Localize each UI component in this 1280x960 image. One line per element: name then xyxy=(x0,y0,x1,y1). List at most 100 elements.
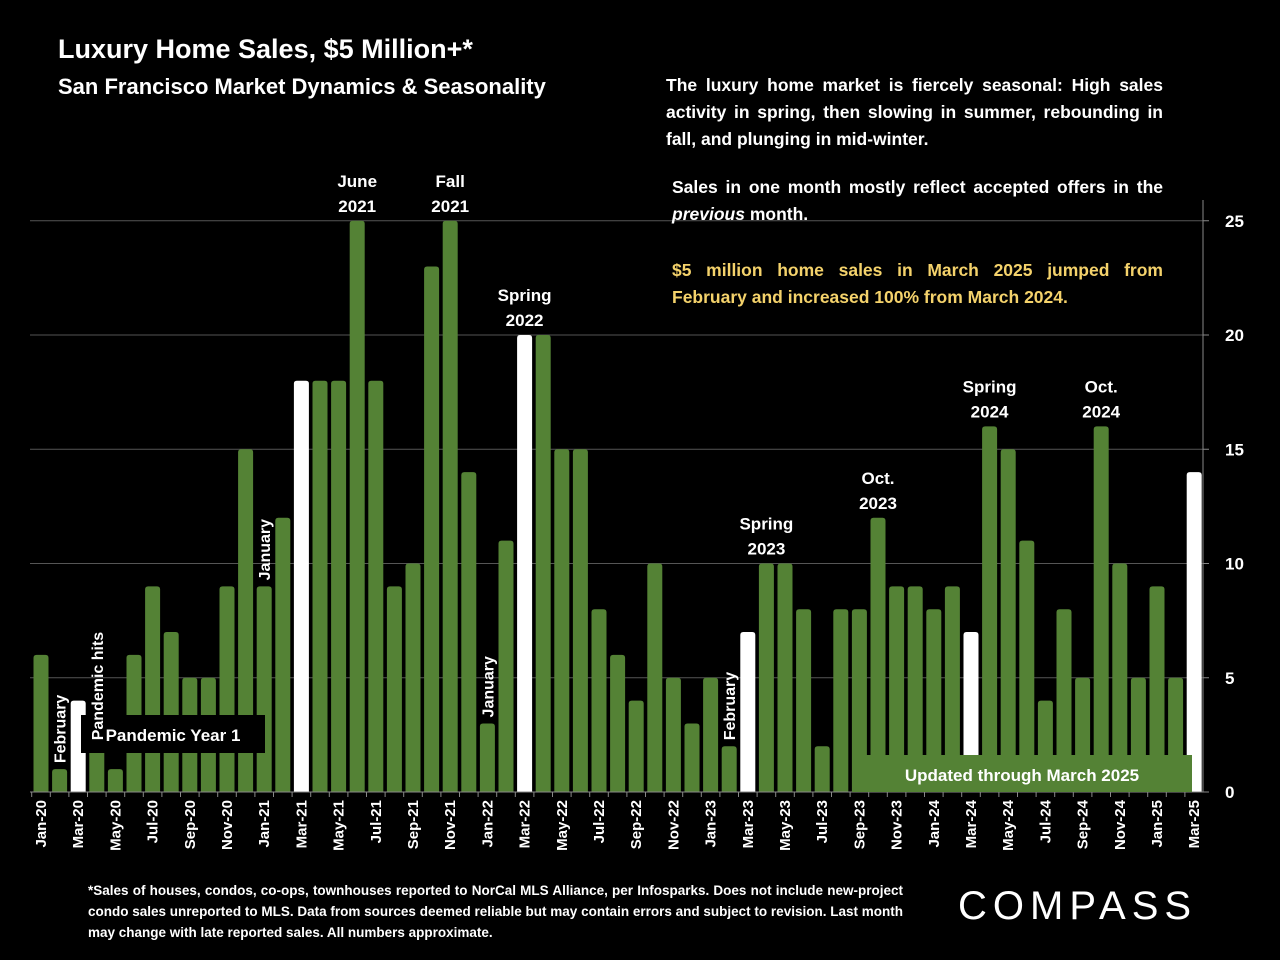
y-tick-label: 20 xyxy=(1225,326,1244,345)
bar-may-20 xyxy=(107,769,123,792)
x-tick-label: Jan-21 xyxy=(256,800,273,848)
y-tick-label: 0 xyxy=(1225,783,1234,802)
bar-apr-20 xyxy=(89,746,105,792)
bar-aug-22 xyxy=(610,654,626,792)
bar-may-23 xyxy=(777,563,793,792)
bar-apr-23 xyxy=(758,563,774,792)
annotation-label: Pandemic hits xyxy=(90,632,107,741)
note-emphasis: previous xyxy=(672,204,745,224)
bar-apr-24 xyxy=(982,426,998,792)
annotation-label: Spring xyxy=(739,515,793,534)
x-tick-label: Mar-21 xyxy=(293,800,310,848)
note-text: Sales in one month mostly reflect accept… xyxy=(672,177,1163,197)
annotation-label: 2024 xyxy=(971,402,1009,421)
x-tick-label: Mar-20 xyxy=(70,800,87,848)
x-tick-label: Jul-23 xyxy=(814,800,831,843)
bar-apr-21 xyxy=(312,380,328,792)
bar-mar-22 xyxy=(517,335,533,792)
x-tick-label: Mar-24 xyxy=(963,799,980,848)
bar-dec-22 xyxy=(684,723,700,792)
x-tick-label: Nov-24 xyxy=(1112,799,1129,850)
bar-feb-21 xyxy=(275,517,291,792)
bar-aug-23 xyxy=(833,609,849,792)
pandemic-year-label: Pandemic Year 1 xyxy=(106,726,241,745)
x-tick-label: Sep-21 xyxy=(405,800,422,849)
bar-feb-24 xyxy=(944,586,960,792)
x-tick-label: Nov-21 xyxy=(442,800,459,850)
bar-sep-22 xyxy=(628,700,644,792)
bar-nov-20 xyxy=(219,586,235,792)
chart-subtitle: San Francisco Market Dynamics & Seasonal… xyxy=(58,74,546,99)
note-text: month. xyxy=(744,204,809,224)
x-tick-label: Mar-25 xyxy=(1186,800,1203,848)
x-tick-label: Nov-22 xyxy=(665,800,682,850)
bar-sep-23 xyxy=(851,609,867,792)
bar-oct-21 xyxy=(424,266,440,792)
bar-mar-25 xyxy=(1186,472,1202,792)
bar-aug-20 xyxy=(163,632,179,792)
x-tick-label: Sep-20 xyxy=(182,800,199,849)
bar-jul-20 xyxy=(145,586,161,792)
bar-may-22 xyxy=(554,449,570,792)
bar-feb-20 xyxy=(52,769,68,792)
bar-jan-21 xyxy=(256,586,272,792)
highlight-note: $5 million home sales in March 2025 jump… xyxy=(672,260,1163,307)
annotation-label: 2024 xyxy=(1082,402,1120,421)
bar-apr-22 xyxy=(535,335,551,792)
x-tick-label: Nov-20 xyxy=(219,800,236,850)
annotation-label: 2023 xyxy=(859,494,897,513)
y-tick-label: 25 xyxy=(1225,212,1244,231)
y-axis: 0 5 10 15 20 25 xyxy=(1202,200,1244,802)
annotation-label: January xyxy=(257,519,274,580)
x-tick-label: May-24 xyxy=(1000,799,1017,851)
bar-jun-21 xyxy=(349,220,365,792)
compass-logo: COMPASS xyxy=(958,884,1198,928)
x-tick-label: Sep-23 xyxy=(851,800,868,849)
bar-sep-21 xyxy=(405,563,421,792)
pandemic-year-box xyxy=(81,715,265,753)
x-tick-label: Mar-22 xyxy=(517,800,534,848)
y-tick-label: 10 xyxy=(1225,555,1244,574)
y-tick-label: 5 xyxy=(1225,669,1234,688)
bar-aug-21 xyxy=(386,586,402,792)
x-tick-label: Jul-20 xyxy=(145,800,162,843)
x-tick-label: Mar-23 xyxy=(740,800,757,848)
x-tick-label: Sep-22 xyxy=(628,800,645,849)
bar-oct-23 xyxy=(870,517,886,792)
x-tick-label: Jan-20 xyxy=(33,800,50,848)
bar-jan-24 xyxy=(926,609,942,792)
bar-nov-24 xyxy=(1112,563,1128,792)
bar-jun-24 xyxy=(1019,540,1035,792)
x-tick-label: May-22 xyxy=(554,800,571,851)
bar-aug-24 xyxy=(1056,609,1072,792)
footnote: *Sales of houses, condos, co-ops, townho… xyxy=(88,883,903,940)
annotation-label: February xyxy=(53,695,70,764)
y-tick-label: 15 xyxy=(1225,440,1244,459)
x-tick-label: Jul-21 xyxy=(368,800,385,843)
annotation-label: Spring xyxy=(963,377,1017,396)
bar-mar-21 xyxy=(293,380,309,792)
bar-dec-21 xyxy=(461,472,477,792)
bar-nov-22 xyxy=(665,677,681,792)
annotation-label: 2022 xyxy=(506,311,544,330)
bar-jun-23 xyxy=(796,609,812,792)
bar-oct-22 xyxy=(647,563,663,792)
bar-jul-21 xyxy=(368,380,384,792)
updated-through-label: Updated through March 2025 xyxy=(905,766,1139,785)
bars xyxy=(33,220,1202,792)
bar-jan-25 xyxy=(1149,586,1165,792)
bar-jan-22 xyxy=(479,723,495,792)
bar-mar-23 xyxy=(740,632,756,792)
annotation-label: June xyxy=(337,172,377,191)
x-tick-label: Jul-22 xyxy=(591,800,608,843)
bar-mar-24 xyxy=(963,632,979,792)
bar-feb-22 xyxy=(498,540,514,792)
bar-may-21 xyxy=(331,380,347,792)
bar-dec-20 xyxy=(238,449,254,792)
x-tick-label: May-21 xyxy=(331,800,348,851)
bar-may-24 xyxy=(1000,449,1016,792)
bar-jan-23 xyxy=(703,677,719,792)
annotation-label: Oct. xyxy=(1085,377,1118,396)
x-axis: Jan-20 Mar-20 May-20 Jul-20 Sep-20 Nov-20 Jan-… xyxy=(30,791,1203,851)
bar-jun-22 xyxy=(572,449,588,792)
